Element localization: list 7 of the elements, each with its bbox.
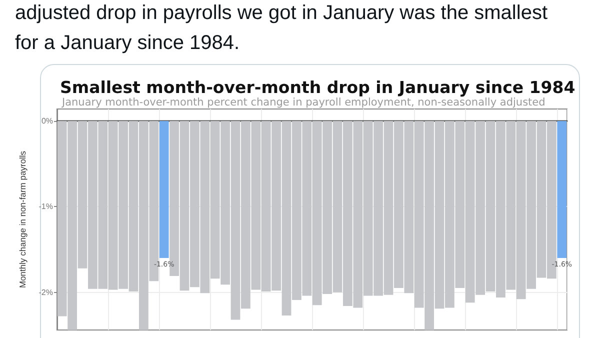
chart-title: Smallest month-over-month drop in January since 1984 bbox=[60, 78, 576, 97]
y-tick-label: -1% bbox=[38, 202, 53, 212]
y-tick-label: -2% bbox=[38, 288, 53, 297]
y-axis-title: Monthly change in non-farm payrolls bbox=[18, 150, 28, 288]
y-tick-label: 0% bbox=[41, 116, 53, 126]
text: adjusted drop in payrolls we got in January was the smallest for a January since 1984. bbox=[15, 1, 548, 56]
chart-subtitle: January month-over-month percent change in payroll employment, non-seasonally adjusted bbox=[61, 96, 546, 108]
